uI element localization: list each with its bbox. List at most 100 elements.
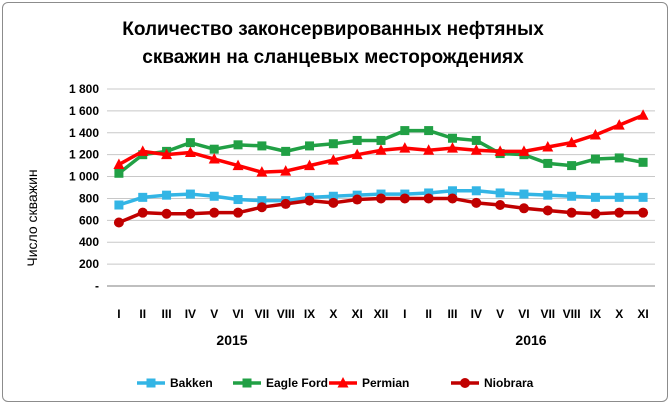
data-point	[304, 159, 316, 171]
data-point	[589, 128, 601, 140]
data-point	[209, 144, 219, 154]
data-point	[424, 126, 434, 136]
data-point	[232, 159, 244, 171]
data-point	[337, 377, 349, 388]
data-point	[567, 161, 577, 171]
legend-item-permian: Permian	[329, 376, 409, 390]
data-point	[399, 193, 410, 204]
chart-frame: Количество законсервированных нефтяных с…	[2, 2, 668, 402]
data-point	[242, 378, 252, 388]
x-tick-label: IV	[471, 307, 482, 321]
x-tick-label: IV	[185, 307, 196, 321]
data-point	[638, 157, 648, 167]
x-tick-label: VII	[255, 307, 270, 321]
y-axis-ticks: - 200 400 600 800 1 000 1 200 1 400 1 600 1 800	[69, 82, 99, 293]
data-point	[614, 192, 624, 202]
data-point	[590, 208, 601, 219]
data-point	[446, 142, 458, 153]
series-group	[113, 109, 649, 228]
data-point	[638, 207, 649, 218]
data-point	[162, 190, 172, 200]
data-point	[495, 188, 505, 198]
x-tick-label: VIII	[563, 307, 581, 321]
data-point	[590, 192, 600, 202]
data-point	[518, 145, 530, 156]
x-tick-label: VI	[518, 307, 529, 321]
data-point	[471, 197, 482, 208]
line-chart: Количество законсервированных нефтяных с…	[24, 19, 655, 390]
x-tick-label: IX	[304, 307, 315, 321]
x-tick-label: V	[496, 307, 504, 321]
data-point	[281, 146, 291, 156]
x-tick-label: XII	[374, 307, 389, 321]
y-tick-label: 1 000	[69, 170, 99, 184]
data-point	[613, 119, 625, 130]
x-tick-label: II	[139, 307, 146, 321]
x-tick-label: II	[425, 307, 432, 321]
data-point	[375, 144, 387, 155]
data-point	[447, 193, 458, 204]
legend-item-eagle-ford: Eagle Ford	[233, 376, 328, 390]
data-point	[614, 153, 624, 163]
data-point	[328, 191, 338, 201]
gridlines	[107, 88, 655, 287]
y-tick-label: 600	[79, 213, 99, 227]
x-tick-label: VII	[540, 307, 555, 321]
x-tick-label: VI	[232, 307, 243, 321]
data-point	[233, 207, 244, 218]
data-point	[233, 140, 243, 150]
data-point	[146, 378, 156, 388]
data-point	[423, 193, 434, 204]
data-point	[637, 109, 649, 120]
x-tick-label: III	[447, 307, 457, 321]
data-point	[518, 203, 529, 214]
data-point	[327, 154, 339, 165]
data-point	[161, 208, 172, 219]
data-point	[376, 193, 386, 204]
x-tick-label: I	[117, 307, 120, 321]
data-point	[376, 135, 386, 145]
legend-label: Eagle Ford	[266, 376, 328, 390]
data-point	[460, 378, 470, 388]
data-point	[113, 158, 125, 170]
data-point	[257, 141, 267, 151]
data-point	[352, 194, 363, 205]
data-point	[208, 153, 220, 164]
data-point	[113, 217, 124, 228]
series-niobrara	[113, 193, 649, 228]
data-point	[257, 196, 267, 206]
data-point	[184, 146, 196, 157]
data-point	[137, 207, 148, 218]
chart-title-line-1: Количество законсервированных нефтяных	[122, 19, 544, 40]
data-point	[542, 141, 554, 152]
data-point	[114, 168, 124, 178]
y-tick-label: 1 400	[69, 126, 99, 140]
data-point	[423, 144, 435, 155]
year-label-2015: 2015	[216, 332, 247, 348]
legend-item-bakken: Bakken	[137, 376, 213, 390]
series-permian	[113, 109, 649, 177]
data-point	[352, 135, 362, 145]
data-point	[400, 126, 410, 136]
data-point	[138, 192, 148, 202]
x-tick-label: III	[162, 307, 172, 321]
x-tick-label: I	[403, 307, 406, 321]
data-point	[304, 195, 315, 206]
data-point	[233, 195, 243, 205]
data-point	[328, 197, 339, 208]
x-axis-ticks: I II III IV V VI VII VIII IX X XI XII I II III IV V VI VII…	[117, 307, 649, 321]
data-point	[256, 202, 267, 213]
data-point	[399, 142, 411, 153]
data-point	[137, 145, 149, 156]
data-point	[567, 191, 577, 201]
year-label-2016: 2016	[515, 332, 546, 348]
chart-title-line-2: скважин на сланцевых месторождениях	[142, 47, 524, 68]
data-point	[566, 207, 577, 218]
data-point	[209, 191, 219, 201]
data-point	[543, 190, 553, 200]
data-point	[495, 200, 506, 211]
y-tick-label: -	[95, 279, 99, 293]
y-tick-label: 1 200	[69, 148, 99, 162]
legend-label: Bakken	[170, 376, 213, 390]
y-tick-label: 1 800	[69, 82, 99, 96]
